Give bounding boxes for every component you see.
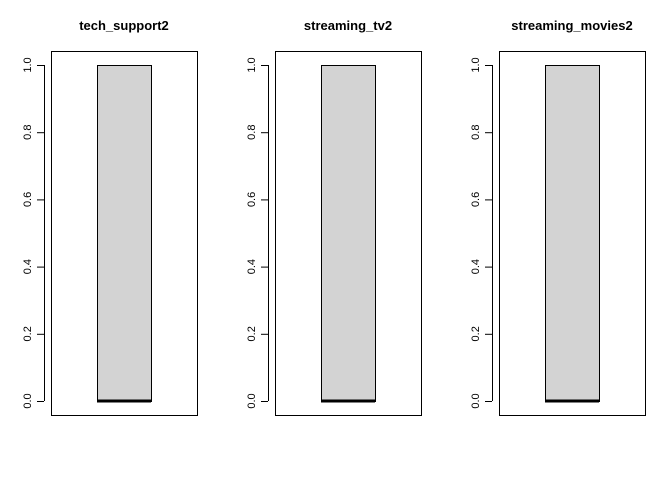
y-tick-label: 0.8 xyxy=(470,125,482,140)
y-tick-label: 0.4 xyxy=(22,259,34,274)
plot-frame xyxy=(51,51,198,416)
y-tick-label: 1.0 xyxy=(22,57,34,72)
plot-frame xyxy=(275,51,422,416)
y-tick-label: 0.6 xyxy=(470,192,482,207)
y-tick-label: 0.0 xyxy=(22,393,34,408)
y-tick-label: 0.2 xyxy=(246,326,258,341)
box xyxy=(321,65,376,402)
y-tick-label: 0.6 xyxy=(246,192,258,207)
box xyxy=(97,65,152,402)
y-tick-label: 0.4 xyxy=(470,259,482,274)
box xyxy=(545,65,600,402)
y-tick-label: 0.6 xyxy=(22,192,34,207)
y-tick-label: 0.2 xyxy=(470,326,482,341)
y-tick-label: 0.8 xyxy=(246,125,258,140)
y-tick-label: 0.0 xyxy=(470,393,482,408)
y-tick-label: 0.4 xyxy=(246,259,258,274)
panel-title: tech_support2 xyxy=(79,18,169,33)
plot-frame xyxy=(499,51,646,416)
y-tick-label: 1.0 xyxy=(246,57,258,72)
y-tick-label: 0.8 xyxy=(22,125,34,140)
panel-title: streaming_movies2 xyxy=(511,18,632,33)
y-tick-label: 0.2 xyxy=(22,326,34,341)
panel-title: streaming_tv2 xyxy=(304,18,392,33)
y-tick-label: 1.0 xyxy=(470,57,482,72)
y-tick-label: 0.0 xyxy=(246,393,258,408)
